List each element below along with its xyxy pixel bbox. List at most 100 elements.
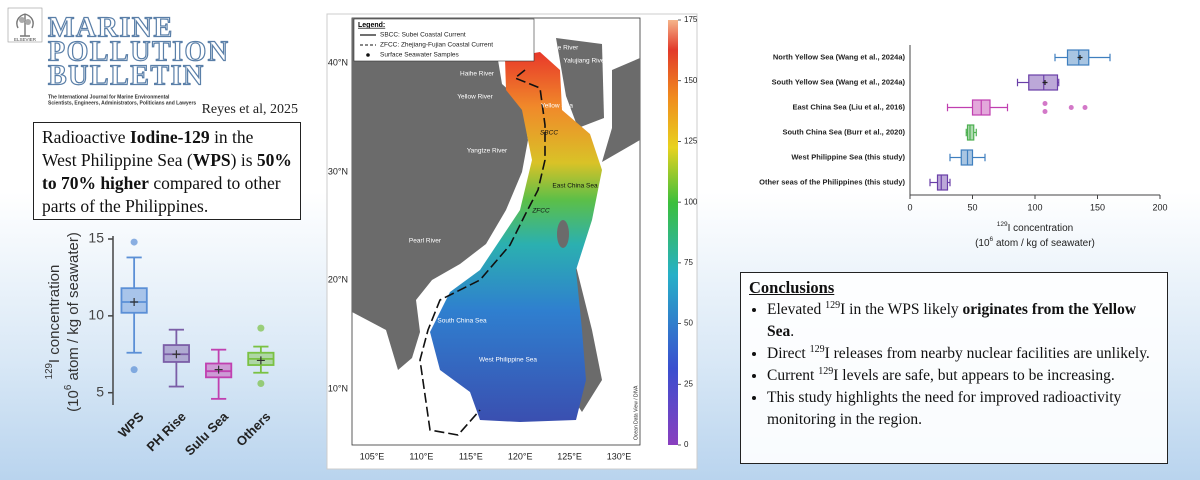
superscript: 129	[809, 343, 825, 355]
current-path	[419, 69, 546, 436]
conclusions-title: Conclusions	[749, 278, 835, 297]
x-tick-label: 200	[1152, 202, 1167, 212]
land	[602, 58, 640, 162]
x-tick-label: 150	[1090, 202, 1105, 212]
y-tick-label: 5	[96, 383, 104, 399]
text: .	[790, 323, 795, 340]
lon-label: 125°E	[557, 451, 582, 461]
map: Legend: SBCC: Subei Coastal Current ZFCC: …	[328, 15, 698, 461]
lon-label: 110°E	[409, 451, 433, 461]
category-label: South China Sea (Burr et al., 2020)	[782, 127, 905, 136]
text: This study highlights the need for impro…	[767, 389, 1122, 428]
outlier	[1068, 105, 1074, 110]
box	[936, 174, 949, 191]
lat-label: 40°N	[328, 57, 348, 67]
conclusions: Conclusions Elevated 129 I in the WPS lik…	[740, 272, 1168, 464]
text: compared to other parts of the Philippin…	[42, 173, 281, 216]
superscript: 6	[990, 236, 994, 243]
category-label: East China Sea (Liu et al., 2016)	[792, 102, 905, 111]
axis-label: 129I concentration	[997, 221, 1073, 233]
lon-label: 130°E	[607, 451, 632, 461]
axis-label-text: atom / kg of seawater)	[993, 238, 1095, 249]
conclusion-item: Current 129I levels are safe, but appear…	[767, 365, 1159, 387]
mean-marker	[256, 356, 265, 365]
axis-label-text: atom / kg of seawater)	[65, 232, 82, 385]
place-label: West Philippine Sea	[479, 357, 537, 364]
outlier	[130, 238, 138, 246]
mean-marker	[172, 350, 181, 359]
text: Elevated	[767, 301, 826, 318]
conclusion-item: Elevated 129I in the WPS likely originat…	[767, 299, 1159, 343]
land	[556, 38, 604, 128]
legend-dot	[366, 53, 370, 57]
lat-label: 20°N	[328, 274, 348, 284]
land	[352, 18, 528, 370]
box	[960, 149, 974, 166]
category-label: Others	[233, 409, 273, 449]
text: in the West Philippine Sea (	[42, 127, 254, 170]
axis-label: 129I concentration	[44, 265, 63, 380]
colorbar-tick-label: 150	[684, 76, 698, 85]
colorbar-tick-label: 0	[684, 440, 689, 449]
text: Radioactive	[42, 127, 130, 147]
outlier	[130, 366, 138, 374]
place-label: Yangtze River	[467, 148, 508, 155]
text: Current	[767, 367, 819, 384]
legend-item: SBCC: Subei Coastal Current	[380, 32, 466, 39]
text: I releases from nearby nuclear facilitie…	[824, 345, 1150, 362]
lat-label: 10°N	[328, 383, 348, 393]
mean-marker	[1042, 80, 1048, 85]
category-label: South Yellow Sea (Wang et al., 2024a)	[772, 77, 906, 86]
axis-label-text: I concentration	[46, 265, 63, 363]
lat-label: 30°N	[328, 166, 348, 176]
legend-title: Legend:	[358, 22, 385, 29]
colorbar-tick-label: 125	[684, 137, 698, 146]
outlier	[1082, 105, 1088, 110]
axis-label: (106 atom / kg of seawater)	[63, 232, 82, 412]
place-label: Yellow River	[457, 94, 493, 101]
bold-text: Iodine-129	[129, 127, 210, 147]
conclusion-item: Direct 129I releases from nearby nuclear…	[767, 343, 1159, 365]
place-label: SBCC	[540, 130, 558, 137]
colorbar	[668, 20, 678, 445]
category-label: Other seas of the Philippines (this stud…	[759, 177, 905, 186]
superscript: 6	[63, 385, 74, 390]
category-label: West Philippine Sea (this study)	[791, 152, 905, 161]
x-tick-label: 50	[967, 202, 977, 212]
axis-label-text: (10	[65, 390, 82, 412]
axis-label: (106 atom / kg of seawater)	[975, 236, 1095, 248]
text: ) is	[230, 150, 257, 170]
y-tick-label: 15	[88, 230, 104, 246]
journal-word: BULLETIN	[48, 60, 205, 91]
legend-box	[353, 18, 535, 62]
outlier	[257, 324, 265, 332]
journal-word: POLLUTION	[48, 36, 230, 67]
box	[966, 124, 975, 141]
summary: Radioactive Iodine-129 in the West Phili…	[33, 122, 301, 220]
x-tick-label: 0	[907, 202, 912, 212]
mean-marker	[214, 365, 223, 374]
mean-marker	[1077, 55, 1083, 60]
superscript: 129	[44, 363, 55, 379]
axis-label-text: (10	[975, 238, 990, 249]
axis-label-text: I concentration	[1008, 223, 1074, 234]
map-credit: Ocean Data View / DIVA	[633, 385, 639, 440]
place-label: Haihe River	[460, 71, 495, 78]
bold-text: originates from the Yellow Sea	[767, 301, 1137, 340]
journal-word: MARINE	[48, 12, 174, 43]
place-label: East China Sea	[552, 183, 598, 190]
x-tick-label: 100	[1027, 202, 1042, 212]
place-label: South China Sea	[437, 318, 487, 325]
place-label: Yellow Sea	[541, 103, 573, 110]
mean-marker	[130, 298, 139, 307]
place-label: Pearl River	[409, 238, 442, 245]
box-chart-right: 0 50 100 150 200 129I concentration (106 atom …	[759, 45, 1168, 249]
outlier	[1042, 109, 1048, 114]
lon-label: 105°E	[360, 451, 385, 461]
legend-item: Surface Seawater Samples	[380, 52, 460, 59]
lon-label: 115°E	[459, 451, 483, 461]
text: I in the WPS likely	[840, 301, 963, 318]
conclusions-list: Elevated 129 I in the WPS likely originat…	[749, 299, 1159, 431]
